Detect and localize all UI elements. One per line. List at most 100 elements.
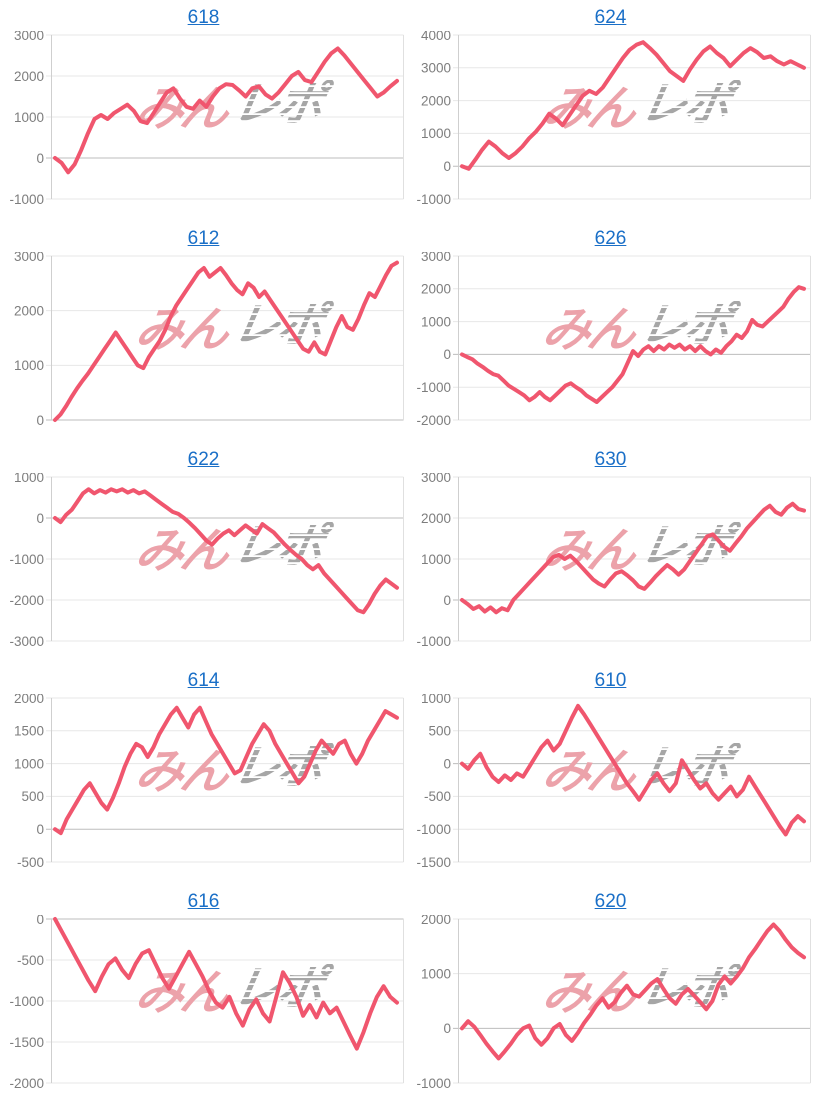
chart-cell: 622 1000 0 -1000 -2000 -3000 みん レポ <box>0 442 407 663</box>
y-axis-label: -1000 <box>416 192 451 207</box>
series-line <box>53 705 399 836</box>
series-line <box>460 40 806 171</box>
y-axis-label: 3000 <box>421 473 451 485</box>
series-line <box>53 487 399 615</box>
series-line <box>460 922 806 1061</box>
chart-title-link[interactable]: 620 <box>594 891 627 912</box>
chart-cell: 620 2000 1000 0 -1000 みん レポ <box>407 884 814 1105</box>
watermark-gray-text: レポ <box>228 741 336 794</box>
chart-cell: 630 3000 2000 1000 0 -1000 みん レポ <box>407 442 814 663</box>
series-line <box>460 703 806 837</box>
chart-cell: 610 1000 500 0 -500 -1000 -1500 みん レポ <box>407 663 814 884</box>
y-axis-label: 0 <box>443 347 451 362</box>
y-axis-label: 0 <box>443 159 451 174</box>
y-axis-label: 1000 <box>421 966 451 981</box>
y-axis-label: 1000 <box>14 473 44 485</box>
watermark-pink-text: みん <box>132 524 236 578</box>
chart-title-link[interactable]: 630 <box>594 449 627 470</box>
y-axis-label: 0 <box>36 413 44 428</box>
y-axis-label: 1000 <box>421 126 451 141</box>
chart-title-link[interactable]: 614 <box>187 670 220 691</box>
chart-title-link[interactable]: 612 <box>187 228 220 249</box>
y-axis-label: -500 <box>17 855 44 870</box>
y-axis-label: 2000 <box>421 511 451 526</box>
y-axis-label: 1000 <box>14 358 44 373</box>
chart-cell: 618 3000 2000 1000 0 -1000 みん レポ <box>0 0 407 221</box>
y-axis-label: 0 <box>36 915 44 927</box>
y-axis-label: 1000 <box>421 552 451 567</box>
y-axis-label: -1000 <box>9 994 44 1009</box>
watermark-gray-text: レポ <box>228 299 336 352</box>
y-axis-label: 2000 <box>14 69 44 84</box>
y-axis-label: 0 <box>443 593 451 608</box>
chart-cell: 612 3000 2000 1000 0 みん レポ <box>0 221 407 442</box>
watermark-pink-text: みん <box>539 524 643 578</box>
y-axis-label: 500 <box>428 724 451 739</box>
chart-title-link[interactable]: 616 <box>187 891 220 912</box>
y-axis-label: -2000 <box>9 1076 44 1091</box>
series-line <box>460 285 806 404</box>
y-axis-label: 2000 <box>421 282 451 297</box>
y-axis-label: 1500 <box>14 724 44 739</box>
watermark-pink-text: みん <box>132 303 236 357</box>
y-axis-label: 0 <box>36 511 44 526</box>
watermark-pink-text: みん <box>132 966 236 1020</box>
y-axis-label: -500 <box>17 953 44 968</box>
y-axis-label: 1000 <box>14 110 44 125</box>
y-axis-label: 3000 <box>14 31 44 43</box>
y-axis-label: 3000 <box>421 252 451 264</box>
watermark-gray-text: レポ <box>635 78 743 131</box>
y-axis-label: 2000 <box>14 694 44 706</box>
y-axis-label: -1000 <box>416 380 451 395</box>
y-axis-label: 2000 <box>421 915 451 927</box>
y-axis-label: 3000 <box>14 252 44 264</box>
y-axis-label: 500 <box>21 789 44 804</box>
chart-cell: 624 4000 3000 2000 1000 0 -1000 みん レポ <box>407 0 814 221</box>
y-axis-label: 0 <box>443 756 451 771</box>
chart-title-link[interactable]: 610 <box>594 670 627 691</box>
y-axis-label: 4000 <box>421 31 451 43</box>
chart-cell: 626 3000 2000 1000 0 -1000 -2000 みん レポ <box>407 221 814 442</box>
y-axis-label: 0 <box>443 1021 451 1036</box>
y-axis-label: 1000 <box>421 694 451 706</box>
series-line <box>53 917 399 1051</box>
watermark-gray-text: レポ <box>635 741 743 794</box>
series-line <box>53 260 399 422</box>
y-axis-label: 0 <box>36 822 44 837</box>
chart-title-link[interactable]: 626 <box>594 228 627 249</box>
y-axis-label: -1000 <box>416 1076 451 1091</box>
y-axis-label: -2000 <box>9 593 44 608</box>
chart-title-link[interactable]: 624 <box>594 7 627 28</box>
series-line <box>53 46 399 175</box>
y-axis-label: -1000 <box>9 552 44 567</box>
y-axis-label: -1500 <box>9 1035 44 1050</box>
y-axis-label: 1000 <box>14 756 44 771</box>
y-axis-label: 0 <box>36 151 44 166</box>
watermark-pink-text: みん <box>539 303 643 357</box>
y-axis-label: -1000 <box>9 192 44 207</box>
chart-title-link[interactable]: 618 <box>187 7 220 28</box>
y-axis-label: 3000 <box>421 61 451 76</box>
y-axis-label: -1000 <box>416 634 451 649</box>
y-axis-label: -500 <box>424 789 451 804</box>
y-axis-label: 1000 <box>421 314 451 329</box>
chart-title-link[interactable]: 622 <box>187 449 220 470</box>
y-axis-label: 2000 <box>421 93 451 108</box>
watermark-pink-text: みん <box>539 745 643 799</box>
y-axis-label: -3000 <box>9 634 44 649</box>
chart-cell: 616 0 -500 -1000 -1500 -2000 みん レポ <box>0 884 407 1105</box>
y-axis-label: -1000 <box>416 822 451 837</box>
y-axis-label: -2000 <box>416 413 451 428</box>
y-axis-label: 2000 <box>14 303 44 318</box>
